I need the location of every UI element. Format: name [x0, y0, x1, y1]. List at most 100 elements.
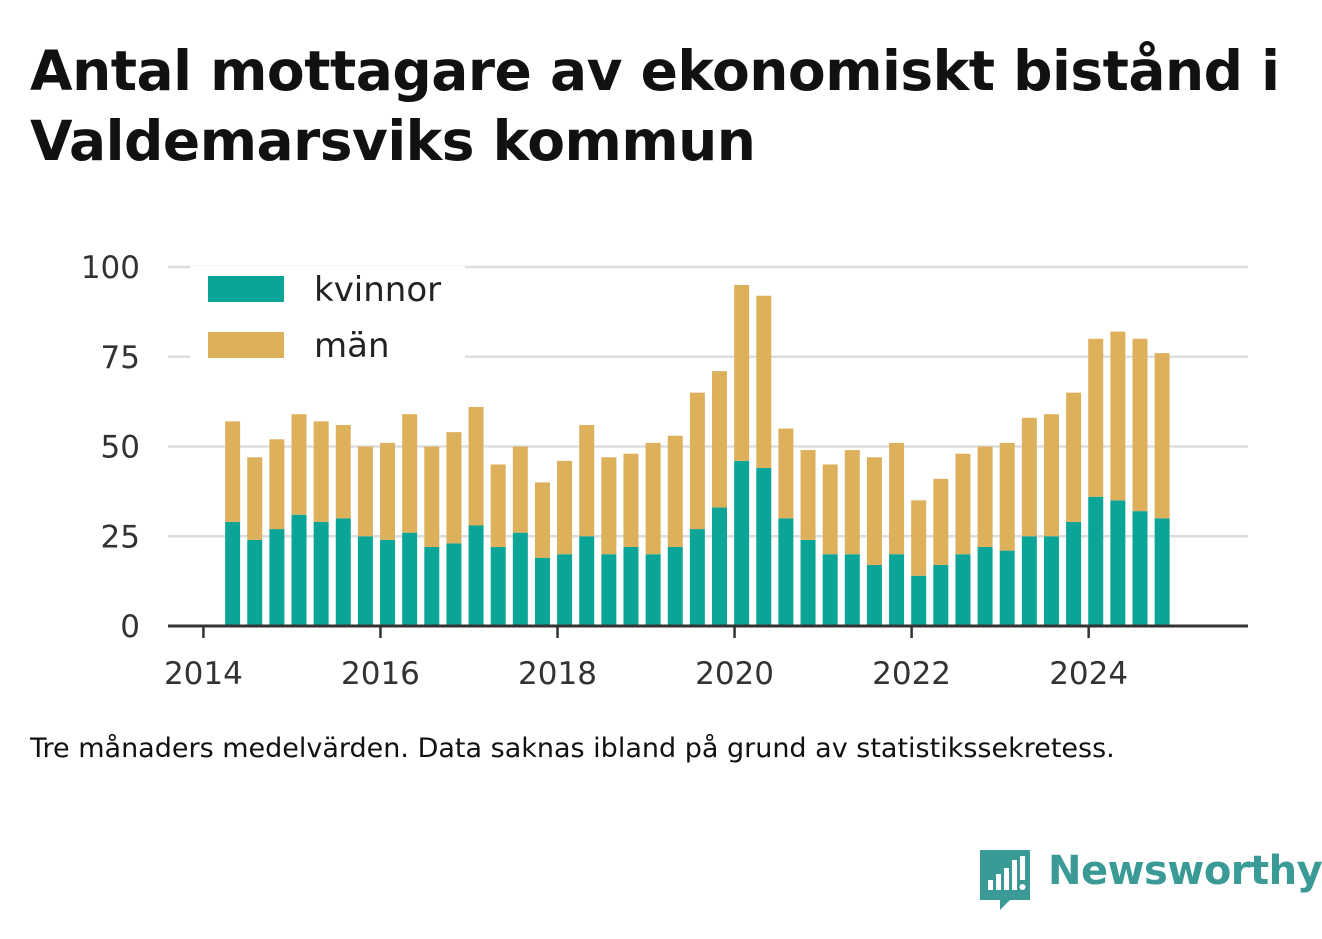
bar-kvinnor: [291, 514, 307, 626]
bar-kvinnor: [357, 536, 373, 626]
bar-kvinnor: [1043, 536, 1059, 626]
bar-man: [911, 500, 927, 576]
x-tick-label: 2024: [1049, 656, 1128, 692]
bar-kvinnor: [335, 518, 351, 626]
bar-man: [1088, 338, 1104, 497]
bar-man: [933, 478, 949, 565]
bar-kvinnor: [1066, 521, 1082, 626]
bar-kvinnor: [579, 536, 595, 626]
bar-kvinnor: [778, 518, 794, 626]
bar-kvinnor: [225, 521, 241, 626]
bar-man: [247, 457, 263, 540]
bar-man: [1043, 414, 1059, 537]
bar-man: [756, 295, 772, 469]
bar-man: [955, 453, 971, 555]
bar-kvinnor: [623, 547, 639, 626]
x-tick-label: 2020: [695, 656, 774, 692]
bar-kvinnor: [689, 529, 705, 626]
bar-man: [712, 371, 728, 508]
legend-label-kvinnor: kvinnor: [314, 270, 441, 310]
bar-kvinnor: [380, 539, 396, 626]
brand[interactable]: Newsworthy: [980, 848, 1322, 910]
bar-kvinnor: [402, 532, 418, 626]
bar-man: [468, 407, 484, 526]
bar-man: [977, 446, 993, 548]
bar-man: [667, 435, 683, 548]
bar-man: [800, 450, 816, 540]
bar-man: [291, 414, 307, 515]
x-tick-label: 2014: [164, 656, 243, 692]
bar-kvinnor: [490, 547, 506, 626]
bar-kvinnor: [734, 460, 750, 626]
bar-man: [512, 446, 528, 533]
bar-kvinnor: [468, 525, 484, 626]
y-tick-label: 0: [120, 609, 140, 645]
bar-kvinnor: [999, 550, 1015, 626]
bar-man: [889, 442, 905, 555]
bar-man: [557, 460, 573, 555]
bar-kvinnor: [1132, 511, 1148, 626]
bar-kvinnor: [1154, 518, 1170, 626]
bar-man: [1132, 338, 1148, 512]
bar-kvinnor: [933, 564, 949, 626]
bar-man: [999, 442, 1015, 551]
bar-kvinnor: [844, 554, 860, 626]
bar-kvinnor: [977, 547, 993, 626]
bar-man: [1021, 417, 1037, 537]
y-tick-label: 100: [81, 250, 140, 286]
bar-man: [357, 446, 373, 537]
x-tick-label: 2016: [341, 656, 420, 692]
bar-man: [1154, 353, 1170, 519]
bar-kvinnor: [889, 554, 905, 626]
legend: kvinnor män: [190, 266, 465, 378]
axes: 0 25 50 75 100 2014 2016 2018 2020 2022 2024: [81, 250, 1248, 692]
bar-kvinnor: [313, 521, 329, 626]
bar-man: [335, 424, 351, 519]
brand-name: Newsworthy: [1048, 848, 1322, 894]
bar-kvinnor: [712, 507, 728, 626]
page-title: Antal mottagare av ekonomiskt bistånd i …: [30, 39, 1280, 173]
bar-man: [380, 442, 396, 540]
bar-man: [225, 421, 241, 522]
bar-kvinnor: [911, 575, 927, 626]
bar-man: [269, 439, 285, 530]
bar-man: [645, 442, 661, 555]
bar-man: [446, 432, 462, 544]
x-tick-label: 2022: [872, 656, 951, 692]
bar-man: [490, 464, 506, 548]
bar-man: [844, 450, 860, 555]
bar-man: [734, 284, 750, 461]
bar-man: [601, 457, 617, 555]
bar-kvinnor: [1021, 536, 1037, 626]
bar-man: [689, 392, 705, 530]
bar-kvinnor: [822, 554, 838, 626]
bar-kvinnor: [1110, 500, 1126, 626]
bar-man: [1066, 392, 1082, 522]
bar-kvinnor: [800, 539, 816, 626]
x-tick-label: 2018: [518, 656, 597, 692]
bars: [225, 284, 1170, 626]
bar-man: [534, 482, 550, 558]
y-tick-label: 50: [101, 430, 140, 466]
legend-label-man: män: [314, 326, 390, 366]
bar-kvinnor: [269, 529, 285, 626]
bar-man: [402, 414, 418, 533]
bar-man: [1110, 331, 1126, 501]
bar-kvinnor: [955, 554, 971, 626]
legend-swatch-kvinnor: [208, 276, 284, 302]
bar-kvinnor: [247, 539, 263, 626]
bar-man: [424, 446, 440, 548]
bar-kvinnor: [424, 547, 440, 626]
bar-man: [579, 424, 595, 537]
y-tick-label: 25: [101, 519, 140, 555]
bar-kvinnor: [601, 554, 617, 626]
bar-kvinnor: [446, 543, 462, 626]
bar-kvinnor: [557, 554, 573, 626]
bar-kvinnor: [512, 532, 528, 626]
bar-kvinnor: [645, 554, 661, 626]
legend-swatch-man: [208, 332, 284, 358]
bar-man: [778, 428, 794, 519]
bar-man: [313, 421, 329, 522]
chart-note: Tre månaders medelvärden. Data saknas ib…: [30, 733, 1115, 764]
bar-kvinnor: [534, 557, 550, 626]
